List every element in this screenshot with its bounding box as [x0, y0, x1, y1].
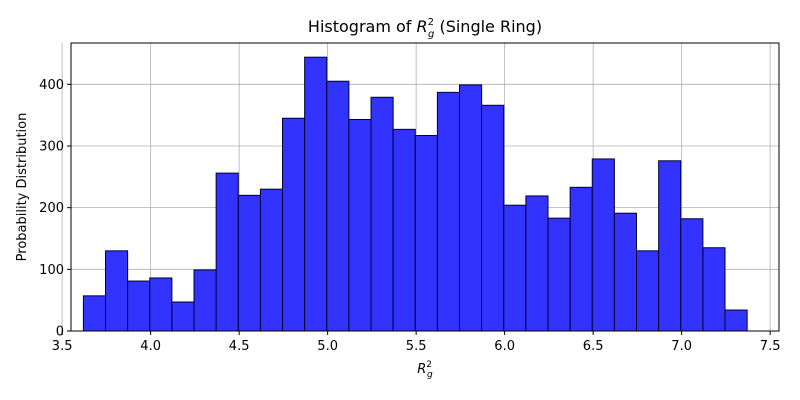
histogram-bar — [392, 128, 416, 332]
histogram-bar — [237, 194, 261, 332]
histogram-bar — [326, 80, 350, 332]
chart-title: Histogram of R2 g (Single Ring) — [308, 17, 542, 40]
y-axis-label: Probability Distribution — [15, 113, 30, 262]
x-tick-label: 5.0 — [317, 339, 338, 354]
x-axis-ticks: 3.5 4.0 4.5 5.0 5.5 6.0 6.5 7.0 7.5 — [52, 331, 781, 354]
histogram-bar — [105, 250, 129, 332]
histogram-bar — [481, 104, 505, 332]
x-tick-label: 4.5 — [229, 339, 250, 354]
x-tick-label: 5.5 — [406, 339, 427, 354]
histogram-bar — [171, 301, 195, 332]
histogram-bars — [82, 56, 748, 332]
x-tick-label: 4.0 — [140, 339, 161, 354]
histogram-bar — [459, 84, 483, 332]
histogram-bar — [702, 247, 726, 332]
x-tick-label: 6.0 — [494, 339, 515, 354]
histogram-bar — [282, 117, 306, 332]
histogram-bar — [82, 295, 107, 332]
x-tick-label: 6.5 — [583, 339, 604, 354]
x-tick-label: 3.5 — [52, 339, 73, 354]
y-tick-label: 400 — [39, 78, 64, 93]
y-tick-label: 0 — [56, 325, 64, 340]
histogram-bar — [215, 172, 239, 332]
histogram-bar — [613, 212, 638, 332]
histogram-bar — [193, 269, 217, 332]
y-axis-ticks: 0 100 200 300 400 — [39, 78, 71, 340]
histogram-bar — [304, 56, 328, 332]
histogram-bar — [149, 277, 173, 332]
histogram-bar — [436, 91, 461, 332]
histogram-bar — [636, 250, 660, 332]
histogram-bar — [525, 195, 549, 332]
histogram-bar — [724, 309, 748, 332]
x-tick-label: 7.5 — [760, 339, 781, 354]
x-tick-label: 7.0 — [671, 339, 692, 354]
histogram-bar — [259, 188, 284, 332]
histogram-bar — [127, 280, 151, 332]
x-axis-label: R2 g — [417, 360, 433, 380]
plot-frame — [70, 42, 780, 332]
y-tick-label: 300 — [39, 139, 64, 154]
histogram-bar — [591, 158, 615, 332]
histogram-bar — [569, 186, 593, 332]
histogram-bar — [414, 135, 438, 332]
histogram-bar — [348, 118, 372, 332]
histogram-bar — [658, 160, 682, 332]
y-tick-label: 100 — [39, 263, 64, 278]
histogram-bar — [680, 218, 704, 332]
histogram-bar — [503, 204, 527, 332]
histogram-bar — [370, 96, 394, 332]
y-tick-label: 200 — [39, 201, 64, 216]
histogram-bar — [547, 217, 571, 332]
